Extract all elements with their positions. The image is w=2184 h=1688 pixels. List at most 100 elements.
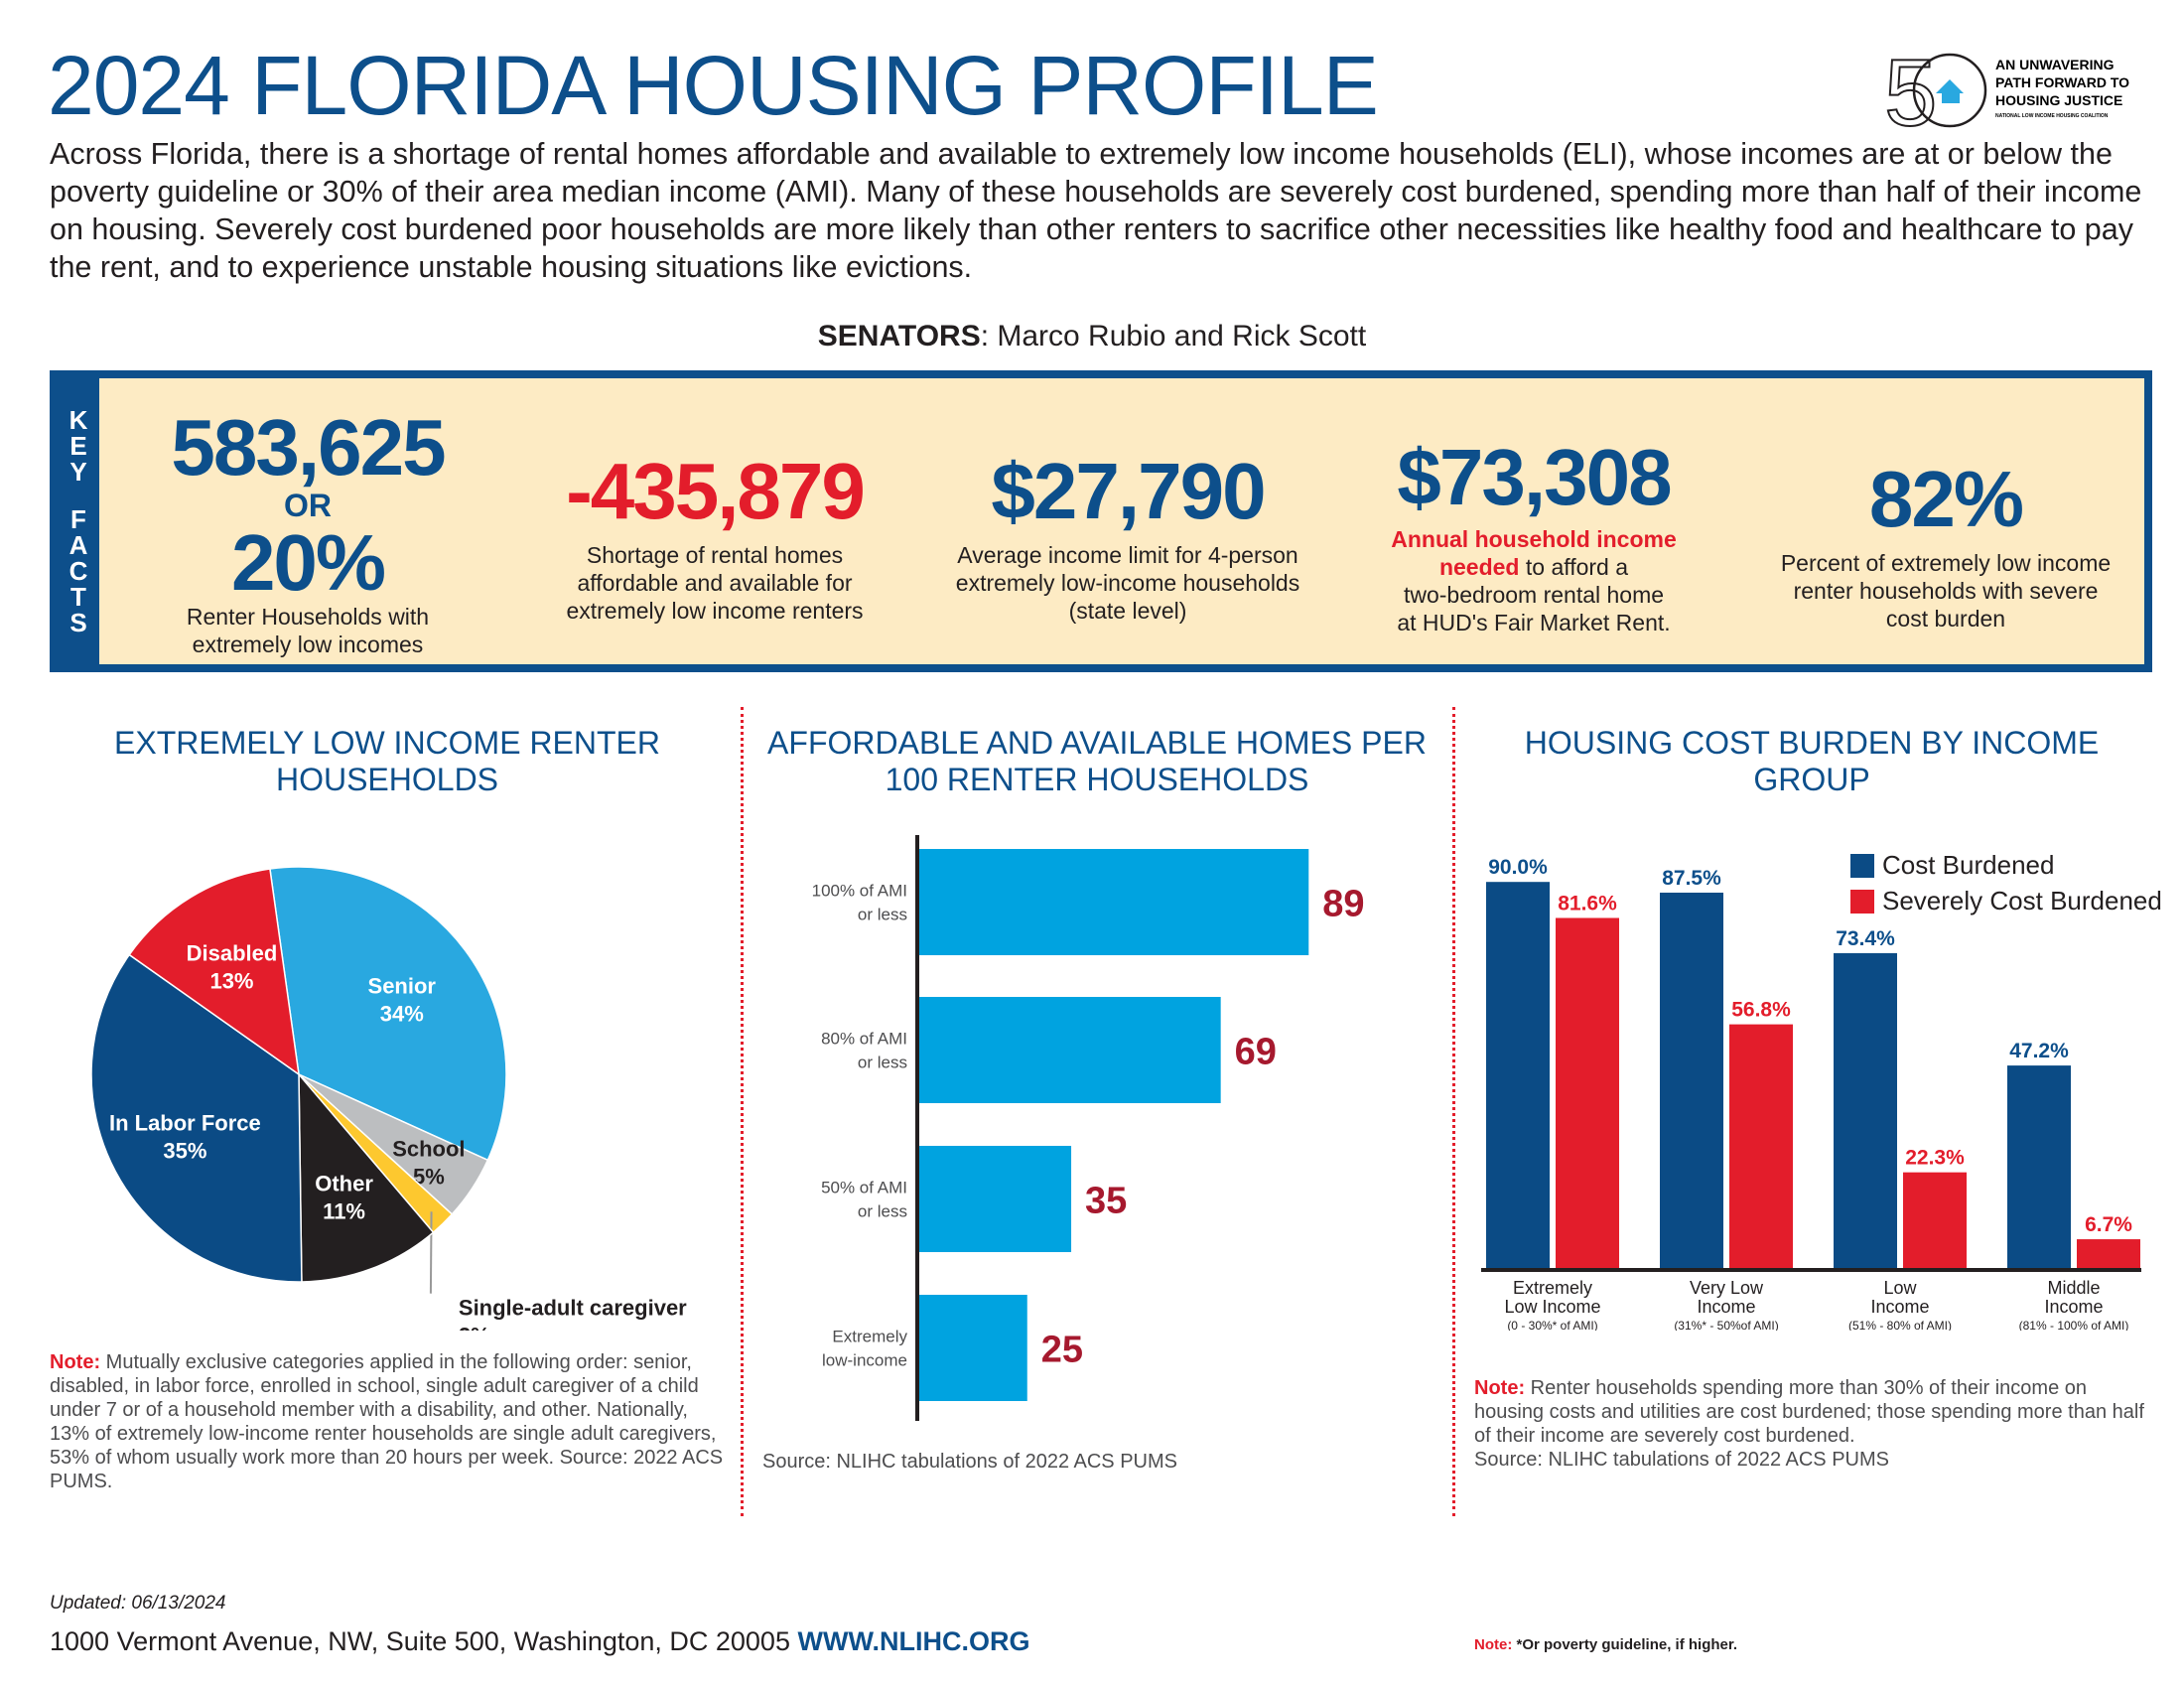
website-link[interactable]: WWW.NLIHC.ORG: [797, 1626, 1030, 1656]
pie-slice-in-labor-force: [90, 953, 303, 1283]
kf-letter: Y: [69, 457, 87, 487]
burden-chart-title: HOUSING COST BURDEN BY INCOME GROUP: [1524, 725, 2100, 797]
category-label: Middle: [2047, 1278, 2100, 1298]
homes-category-label: Extremely: [832, 1328, 907, 1346]
severely-burdened-bar: [1556, 917, 1619, 1268]
homes-category-label: 100% of AMI: [812, 882, 907, 901]
desc-line: Renter Households with: [186, 604, 430, 630]
homes-bar-value: 35: [1085, 1181, 1127, 1222]
kf-letter: S: [69, 608, 87, 637]
pie-value-disabled: 13%: [209, 968, 253, 993]
note-text: Renter households spending more than 30%…: [1474, 1377, 2144, 1447]
desc-line: extremely low income renters: [566, 598, 864, 624]
homes-source: Source: NLIHC tabulations of 2022 ACS PU…: [762, 1451, 1177, 1473]
homes-category-label: or less: [858, 1202, 907, 1221]
fact-or: OR: [284, 488, 332, 523]
category-label: Low Income: [1504, 1297, 1600, 1317]
legend-label: Severely Cost Burdened: [1882, 886, 2162, 915]
bar-value-label: 6.7%: [2085, 1213, 2132, 1236]
senators-names: : Marco Rubio and Rick Scott: [980, 320, 1367, 352]
address: 1000 Vermont Avenue, NW, Suite 500, Wash…: [50, 1626, 790, 1656]
desc-line: Shortage of rental homes: [586, 542, 844, 568]
fact-desc: Percent of extremely low income renter ho…: [1781, 549, 2111, 633]
pie-value-senior: 34%: [380, 1001, 424, 1026]
kf-letter: F: [70, 504, 86, 534]
desc-line: Average income limit for 4-person: [957, 542, 1298, 568]
footer-address: 1000 Vermont Avenue, NW, Suite 500, Wash…: [50, 1626, 1029, 1657]
category-label: Income: [1697, 1297, 1755, 1317]
homes-bar: [917, 849, 1309, 955]
desc-line: extremely low incomes: [192, 632, 424, 657]
footer-note: Note: *Or poverty guideline, if higher.: [1474, 1636, 1737, 1653]
pie-slice-other: [298, 1071, 435, 1283]
logo-tagline-2: PATH FORWARD TO: [1995, 74, 2129, 90]
homes-bar-chart: 89 100% of AMI or less 69 80% of AMI or less 3…: [812, 835, 1365, 1421]
logo-seal-ring: [1912, 53, 1987, 128]
category-range: (81% - 100% of AMI): [2019, 1319, 2129, 1331]
kf-letter: C: [68, 556, 88, 586]
desc-line: two-bedroom rental home: [1403, 582, 1665, 608]
legend-swatch: [1850, 854, 1874, 878]
category-label: Income: [1870, 1297, 1929, 1317]
note-label: Note:: [50, 1351, 101, 1373]
homes-bar-value: 69: [1235, 1032, 1277, 1073]
cost-burdened-bar: [1660, 893, 1723, 1268]
severely-burdened-bar: [1729, 1024, 1793, 1268]
fact-desc: Renter Households with extremely low inco…: [171, 603, 444, 658]
note-label: Note:: [1474, 1636, 1513, 1653]
fact-value: -435,879: [566, 447, 866, 535]
homes-category-label: 80% of AMI: [821, 1030, 907, 1049]
legend-swatch: [1850, 890, 1874, 914]
fact-severe-burden: 82% Percent of extremely low income rente…: [1781, 460, 2111, 633]
burden-source: Source: NLIHC tabulations of 2022 ACS PU…: [1474, 1449, 1889, 1471]
logo-five: 5: [1884, 48, 1937, 133]
bar-value-label: 81.6%: [1558, 892, 1617, 914]
fact-value: 82%: [1868, 455, 2024, 543]
pie-label-other: Other: [315, 1171, 373, 1196]
section-divider: [741, 707, 744, 1516]
fact-value: 583,625: [171, 403, 446, 492]
pie-value-other: 11%: [323, 1198, 365, 1223]
homes-bar: [917, 1146, 1072, 1252]
homes-bar-value: 25: [1041, 1330, 1083, 1371]
homes-bar-value: 89: [1322, 884, 1364, 925]
desc-line: (state level): [1068, 598, 1187, 624]
bar-value-label: 87.5%: [1662, 867, 1721, 890]
burden-note: Note: Renter households spending more th…: [1474, 1376, 2149, 1472]
fact-desc: Average income limit for 4-person extreme…: [956, 541, 1299, 625]
cost-burdened-bar: [1834, 952, 1897, 1268]
fact-shortage: -435,879 Shortage of rental homes afforda…: [566, 447, 866, 625]
logo-org: NATIONAL LOW INCOME HOUSING COALITION: [1995, 113, 2109, 119]
senators-line: SENATORS: Marco Rubio and Rick Scott: [0, 320, 2184, 353]
homes-category-label: low-income: [822, 1351, 907, 1370]
logo-tagline-1: AN UNWAVERING: [1995, 57, 2115, 72]
desc-line: renter households with severe: [1793, 578, 2099, 604]
pie-leader-line: [429, 1211, 433, 1294]
severely-burdened-bar: [2077, 1239, 2140, 1268]
note-text: *Or poverty guideline, if higher.: [1512, 1636, 1738, 1653]
fact-value: $27,790: [991, 447, 1266, 535]
pie-note: Note: Mutually exclusive categories appl…: [50, 1350, 725, 1493]
pie-label-school: School: [392, 1136, 465, 1161]
fact-desc: Shortage of rental homes affordable and a…: [566, 541, 864, 625]
note-label: Note:: [1474, 1377, 1526, 1399]
desc-red: Annual household income: [1391, 526, 1677, 552]
homes-chart-title: AFFORDABLE AND AVAILABLE HOMES PER 100 R…: [767, 725, 1427, 797]
category-range: (31%* - 50%of AMI): [1674, 1319, 1778, 1331]
severely-burdened-bar: [1903, 1172, 1967, 1268]
fact-desc: Annual household income needed to afford…: [1391, 525, 1677, 636]
cost-burdened-bar: [1486, 882, 1550, 1268]
intro-paragraph: Across Florida, there is a shortage of r…: [50, 137, 2142, 284]
desc-red: needed: [1438, 554, 1520, 580]
bar-value-label: 47.2%: [2009, 1040, 2069, 1062]
fact-value-percent: 20%: [230, 518, 386, 607]
kf-letter: K: [68, 405, 88, 435]
house-icon: [1936, 79, 1964, 103]
category-label: Very Low: [1690, 1278, 1764, 1298]
pie-title: EXTREMELY LOW INCOME RENTER HOUSEHOLDS: [114, 725, 660, 797]
fact-value: $73,308: [1397, 433, 1672, 521]
bar-value-label: 73.4%: [1836, 927, 1895, 950]
category-label: Extremely: [1513, 1278, 1592, 1298]
